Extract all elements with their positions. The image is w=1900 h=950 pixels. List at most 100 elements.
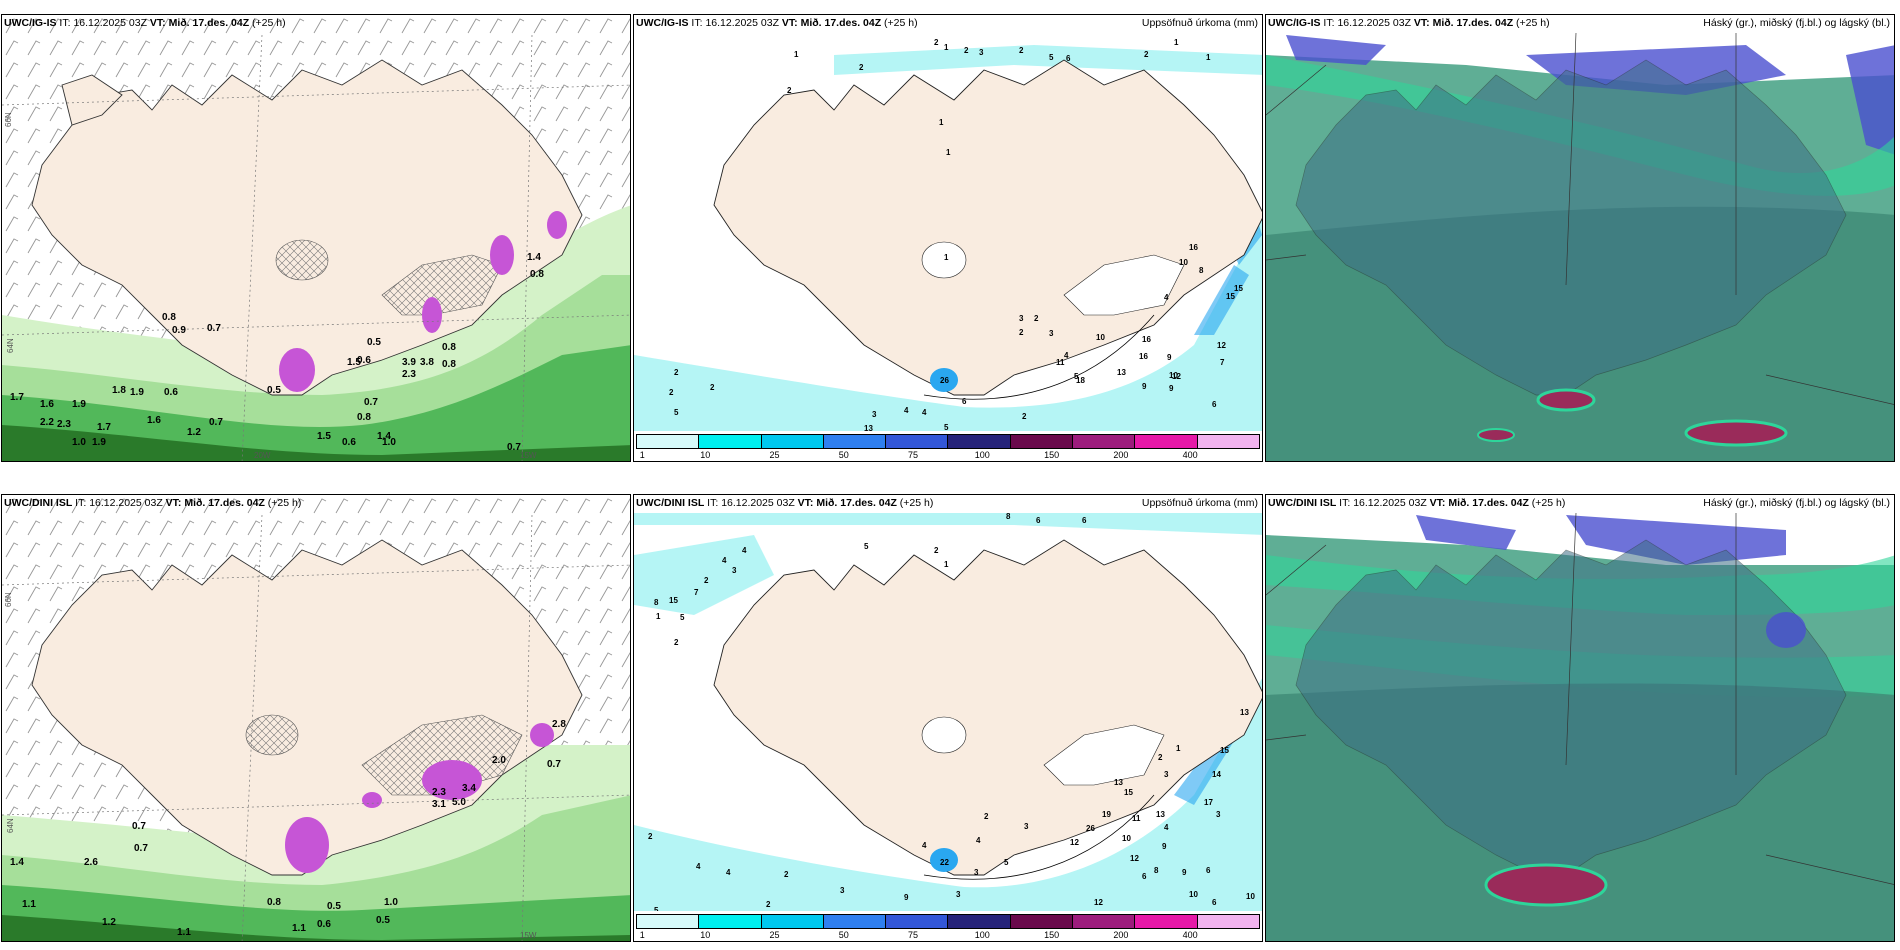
wind-value: 0.5 <box>267 385 281 396</box>
precip-map-top: 1 2 2 1 2 3 2 5 6 1 2 1 1 2 1 1 16 10 8 … <box>634 33 1262 461</box>
precip-value: 3 <box>1049 329 1054 338</box>
precip-value: 1 <box>656 612 661 621</box>
wind-value: 1.8 <box>112 385 126 396</box>
panel-header: UWC/DINI ISL IT: 16.12.2025 03Z VT: Mið.… <box>4 497 302 509</box>
precip-value: 4 <box>976 836 981 845</box>
precip-value: 2 <box>964 46 969 55</box>
precip-value: 13 <box>1117 368 1126 377</box>
precip-value: 10 <box>1246 892 1255 901</box>
precip-value: 2 <box>704 576 709 585</box>
precip-value: 5 <box>654 906 659 915</box>
panel-header: UWC/DINI ISL IT: 16.12.2025 03Z VT: Mið.… <box>636 497 934 509</box>
wind-value: 1.6 <box>147 415 161 426</box>
wind-value: 0.6 <box>342 437 356 448</box>
precip-value: 3 <box>732 566 737 575</box>
panel-header: UWC/IG-IS IT: 16.12.2025 03Z VT: Mið. 17… <box>4 17 286 29</box>
precip-value: 11 <box>1132 814 1141 823</box>
wind-value: 1.0 <box>384 897 398 908</box>
precip-value: 3 <box>1019 314 1024 323</box>
precip-value: 4 <box>922 408 927 417</box>
wind-value: 0.7 <box>132 821 146 832</box>
precip-legend: 1 10 25 50 75 100 150 200 400 <box>634 431 1262 461</box>
wind-value: 0.7 <box>364 397 378 408</box>
precip-value: 16 <box>1139 352 1148 361</box>
precip-value: 5 <box>1049 53 1054 62</box>
wind-value: 2.3 <box>432 787 446 798</box>
wind-value: 0.8 <box>162 312 176 323</box>
lon-label: 15W <box>520 931 537 940</box>
precip-value: 3 <box>872 410 877 419</box>
precip-panel-top[interactable]: UWC/IG-IS IT: 16.12.2025 03Z VT: Mið. 17… <box>633 14 1263 462</box>
precip-value: 1 <box>944 253 949 262</box>
wind-value: 0.8 <box>267 897 281 908</box>
wind-value: 0.7 <box>207 323 221 334</box>
wind-value: 2.3 <box>402 369 416 380</box>
wind-value: 5.0 <box>452 797 466 808</box>
precip-value: 15 <box>1220 746 1229 755</box>
wind-value: 0.6 <box>317 919 331 930</box>
panel-header: UWC/IG-IS IT: 16.12.2025 03Z VT: Mið. 17… <box>1268 17 1550 29</box>
lat-label: 64N <box>6 338 15 353</box>
wind-value: 1.4 <box>377 431 391 442</box>
precip-value: 9 <box>1142 382 1147 391</box>
precip-value: 2 <box>1022 412 1027 421</box>
wind-value: 0.8 <box>442 359 456 370</box>
wind-value: 0.7 <box>547 759 561 770</box>
precip-value: 6 <box>1206 866 1211 875</box>
wind-value: 0.8 <box>530 269 544 280</box>
precip-value: 6 <box>1212 400 1217 409</box>
precip-value: 6 <box>1082 516 1087 525</box>
precip-value: 19 <box>1102 810 1111 819</box>
panel-title: Uppsöfnuð úrkoma (mm) <box>1141 17 1258 29</box>
wind-value: 1.2 <box>187 427 201 438</box>
cloud-panel-top[interactable]: UWC/IG-IS IT: 16.12.2025 03Z VT: Mið. 17… <box>1265 14 1895 462</box>
precip-value: 2 <box>710 383 715 392</box>
cloud-panel-bottom[interactable]: UWC/DINI ISL IT: 16.12.2025 03Z VT: Mið.… <box>1265 494 1895 942</box>
precip-value: 8 <box>654 598 659 607</box>
lon-label: 15W <box>520 451 537 460</box>
wind-value: 0.8 <box>442 342 456 353</box>
precip-value: 12 <box>1217 341 1226 350</box>
precip-value: 14 <box>1212 770 1221 779</box>
precip-value: 10 <box>1189 890 1198 899</box>
wind-value: 0.5 <box>367 337 381 348</box>
precip-value: 1 <box>1174 38 1179 47</box>
panel-title: Háský (gr.), miðský (fj.bl.) og lágský (… <box>1703 17 1890 29</box>
precip-value: 10 <box>1096 333 1105 342</box>
precip-value: 2 <box>669 388 674 397</box>
precip-value: 6 <box>1212 898 1217 907</box>
wind-value: 0.8 <box>357 412 371 423</box>
precip-value: 5 <box>1074 372 1079 381</box>
precip-value: 12 <box>1094 898 1103 907</box>
wind-value: 1.6 <box>40 399 54 410</box>
precip-value: 1 <box>944 560 949 569</box>
wind-value: 2.0 <box>492 755 506 766</box>
cloud-map-top <box>1266 32 1894 461</box>
precip-value: 1 <box>1176 744 1181 753</box>
wind-value: 1.5 <box>317 431 331 442</box>
precip-value: 2 <box>787 86 792 95</box>
precip-value: 15 <box>669 596 678 605</box>
precip-value: 2 <box>1034 314 1039 323</box>
wind-value: 2.2 <box>40 417 54 428</box>
precip-value: 7 <box>1220 358 1225 367</box>
precip-panel-bottom[interactable]: UWC/DINI ISL IT: 16.12.2025 03Z VT: Mið.… <box>633 494 1263 942</box>
wind-panel-bottom[interactable]: UWC/DINI ISL IT: 16.12.2025 03Z VT: Mið.… <box>1 494 631 942</box>
precip-value: 2 <box>784 870 789 879</box>
precip-value: 1 <box>944 43 949 52</box>
precip-value: 2 <box>1158 753 1163 762</box>
wind-value: 2.8 <box>552 719 566 730</box>
precip-value: 10 <box>1169 371 1178 380</box>
precip-value: 26 <box>940 376 949 385</box>
precip-value: 5 <box>1004 858 1009 867</box>
precip-value: 2 <box>859 63 864 72</box>
precip-value: 2 <box>934 38 939 47</box>
cloud-map-bottom <box>1266 512 1894 941</box>
wind-value: 0.5 <box>376 915 390 926</box>
wind-panel-top[interactable]: UWC/IG-IS IT: 16.12.2025 03Z VT: Mið. 17… <box>1 14 631 462</box>
wind-value: 1.5 <box>347 357 361 368</box>
wind-value: 0.9 <box>172 325 186 336</box>
wind-value: 1.7 <box>10 392 24 403</box>
lon-label: 20W <box>254 451 271 460</box>
wind-value: 0.6 <box>357 355 371 366</box>
